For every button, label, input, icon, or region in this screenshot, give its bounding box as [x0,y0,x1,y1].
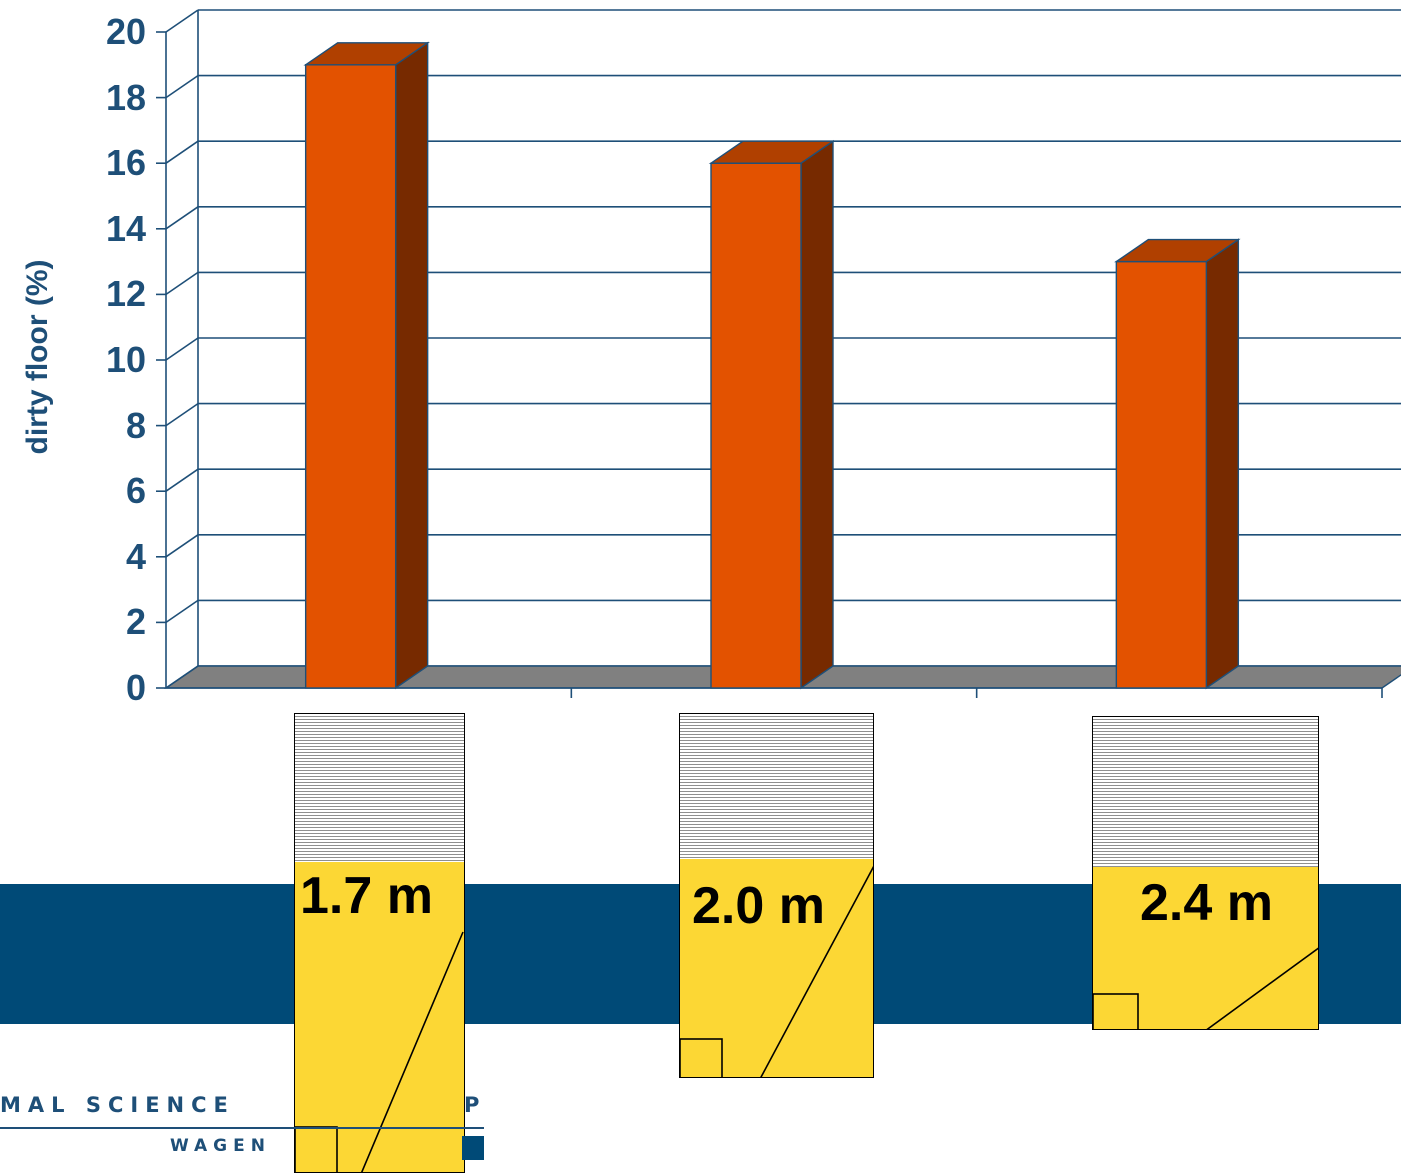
pen-width-label: 2.0 m [692,877,825,935]
solid-floor [1093,867,1318,1029]
pen-fittings [680,866,873,1077]
logo-text: MAL SCIENCE [0,1093,235,1117]
partition-line [760,866,873,1077]
logo-text-end: P [464,1093,480,1117]
feeder-box [1093,993,1139,1029]
pen-plan [1092,716,1319,1030]
solid-floor [680,859,873,1077]
slatted-floor [680,714,873,859]
pen-plan [679,713,874,1078]
slatted-floor [295,714,464,862]
y-tick-connector [165,337,199,361]
y-tick-label: 16 [105,142,146,184]
y-tick-connector [165,206,199,230]
feeder-box [680,1038,723,1077]
bar [304,64,397,689]
pen-width-label: 2.4 m [1140,874,1273,932]
partition-line [360,931,464,1172]
y-tick-connector [165,665,199,689]
feeder-box [295,1126,338,1172]
y-tick-label: 12 [105,273,146,315]
y-tick-label: 18 [105,76,146,118]
y-tick-connector [165,140,199,164]
logo-divider [0,1127,484,1129]
slatted-floor [1093,717,1318,867]
bar-side [800,139,834,690]
y-tick-label: 6 [125,470,146,512]
y-tick-label: 4 [125,535,146,577]
pen-plan [294,713,465,1173]
bar-side [1205,238,1240,690]
bar-side [394,41,429,690]
y-tick-label: 8 [125,404,146,446]
y-tick-label: 20 [105,11,146,52]
y-tick-connector [165,402,199,427]
y-tick-label: 10 [105,339,146,380]
y-tick-connector [165,271,199,296]
y-tick-connector [165,534,199,558]
y-tick-label: 14 [105,207,146,249]
bar-top [303,42,430,66]
y-tick-connector [165,74,199,99]
partition-line [1206,947,1318,1029]
bar-top [1114,238,1241,263]
bar [710,162,802,689]
y-tick-label: 0 [125,667,146,708]
y-axis-label: dirty floor (%) [21,259,54,455]
logo-subtext: WAGEN [170,1136,271,1156]
bar [1115,260,1208,689]
y-tick-connector [165,599,199,624]
pen-fittings [1093,947,1318,1029]
pen-width-label: 1.7 m [300,867,433,925]
y-tick-label: 2 [125,601,146,643]
solid-floor [295,862,464,1172]
y-tick-connector [165,468,199,492]
pen-fittings [295,931,464,1172]
logo-square [462,1136,484,1160]
y-tick-connector [165,9,199,33]
bar-top [708,140,836,164]
